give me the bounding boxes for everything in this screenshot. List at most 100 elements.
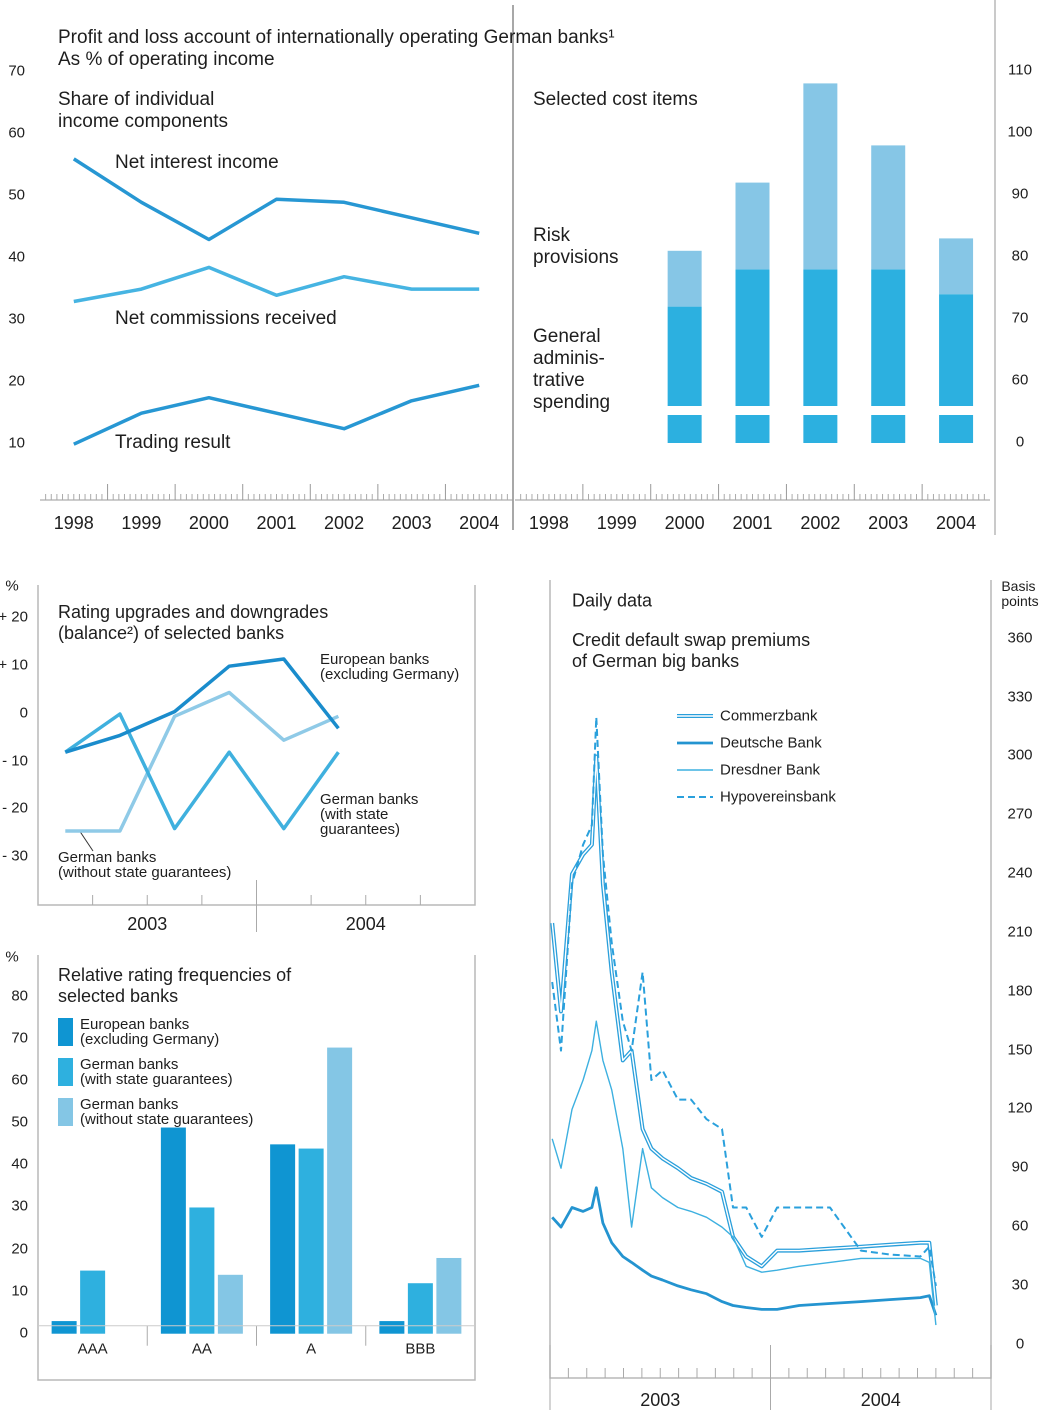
legend-swatch	[58, 1098, 73, 1126]
panel-title: Selected cost items	[533, 89, 698, 110]
chart-title: Profit and loss account of international…	[58, 27, 615, 48]
bar	[270, 1144, 296, 1334]
bar-segment	[871, 145, 906, 270]
legend-label: German banks (with state guarantees)	[80, 1056, 233, 1088]
x-tick-label: 2000	[188, 512, 229, 533]
line	[72, 157, 480, 242]
y-tick-label: 10	[8, 434, 25, 452]
bar	[80, 1270, 106, 1334]
x-tick-label: 2003	[127, 913, 168, 934]
y-tick-label: 20	[8, 372, 25, 390]
y-tick-label: 120	[1007, 1100, 1033, 1118]
x-tick-label: 2000	[664, 512, 705, 533]
series-label: German banks (without state guarantees)	[58, 849, 232, 881]
bar-segment	[803, 269, 838, 443]
y-unit: %	[5, 577, 19, 595]
line-inner	[551, 755, 937, 1306]
y-tick-label: 30	[1011, 1276, 1029, 1294]
y-tick-label: 80	[11, 987, 28, 1005]
line	[64, 712, 340, 831]
y-tick-label: 20	[11, 1240, 28, 1258]
y-tick-label: 30	[8, 310, 25, 328]
bar	[160, 1127, 186, 1334]
y-tick-label: 70	[1011, 309, 1029, 327]
x-tick-label: 2001	[732, 512, 773, 533]
y-tick-label: 60	[8, 124, 25, 142]
y-tick-label: 30	[11, 1198, 28, 1216]
x-tick-label: 2002	[324, 512, 365, 533]
y-tick-label: 180	[1007, 982, 1033, 1000]
line	[64, 657, 340, 754]
x-tick-label: 2002	[800, 512, 841, 533]
line	[73, 265, 480, 304]
line	[73, 383, 480, 446]
y-unit: %	[5, 948, 19, 966]
y-tick-label: 60	[1011, 1217, 1029, 1235]
legend-swatch	[58, 1058, 73, 1086]
y-tick-label: 110	[1008, 61, 1032, 79]
bar	[51, 1321, 77, 1334]
line	[550, 754, 938, 1306]
y-tick-label: 0	[1015, 433, 1025, 451]
series-label: Risk provisions	[533, 225, 619, 268]
y-tick-label: 80	[1011, 247, 1029, 265]
line	[65, 690, 340, 833]
legend-swatch	[58, 1018, 73, 1046]
y-tick-label: - 30	[2, 847, 28, 865]
x-tick-label: A	[306, 1340, 317, 1358]
leader-line	[78, 829, 94, 852]
y-tick-label: 240	[1007, 864, 1033, 882]
y-tick-label: - 20	[2, 800, 28, 818]
y-tick-label: 70	[8, 62, 25, 80]
y-tick-label: - 10	[2, 752, 28, 770]
y-tick-label: 70	[11, 1029, 28, 1047]
y-tick-label: + 20	[0, 609, 28, 627]
y-tick-label: 50	[8, 186, 25, 204]
x-tick-label: 1998	[53, 512, 94, 533]
bar	[379, 1321, 405, 1334]
series-label: Net commissions received	[115, 308, 337, 329]
y-tick-label: 300	[1007, 747, 1033, 765]
legend-label: German banks (without state guarantees)	[80, 1096, 254, 1128]
x-tick-label: 1998	[528, 512, 569, 533]
bar-segment	[939, 238, 974, 295]
y-tick-label: 10	[11, 1282, 28, 1300]
x-tick-label: 2004	[459, 512, 500, 533]
chart-title: Relative rating frequencies of selected …	[58, 965, 292, 1006]
bar-segment	[939, 294, 974, 443]
series-label: General adminis- trative spending	[533, 326, 611, 413]
legend-label: Commerzbank	[720, 707, 818, 725]
legend-label: Hypovereinsbank	[720, 788, 836, 806]
y-tick-label: 150	[1007, 1041, 1033, 1059]
y-tick-label: 40	[8, 248, 25, 266]
x-tick-label: 2001	[256, 512, 297, 533]
legend-label: Deutsche Bank	[720, 734, 822, 752]
bar-segment	[871, 269, 906, 443]
chart-subtitle: As % of operating income	[58, 49, 275, 70]
axis-break	[802, 406, 839, 415]
bar-segment	[667, 250, 702, 307]
bar	[217, 1274, 243, 1334]
chart-subtitle: Daily data	[572, 590, 653, 611]
chart-title: Rating upgrades and downgrades (balance²…	[58, 602, 329, 643]
y-tick-label: 210	[1007, 923, 1033, 941]
bar	[298, 1148, 324, 1334]
x-tick-label: 1999	[596, 512, 637, 533]
series-label: German banks (with state guarantees)	[320, 791, 419, 838]
y-tick-label: 40	[11, 1155, 28, 1173]
y-tick-label: 330	[1007, 688, 1033, 706]
x-tick-label: 2004	[860, 1389, 901, 1410]
legend-label: Dresdner Bank	[720, 761, 821, 779]
line	[551, 716, 937, 1287]
series-label: Net interest income	[115, 152, 279, 173]
y-tick-label: 90	[1011, 185, 1029, 203]
x-tick-label: 2004	[345, 913, 386, 934]
axis-break	[734, 406, 771, 415]
bar-segment	[735, 182, 770, 270]
y-tick-label: 0	[19, 704, 28, 722]
y-tick-label: 60	[11, 1071, 28, 1089]
x-tick-label: AAA	[77, 1340, 108, 1358]
y-tick-label: 60	[1011, 371, 1029, 389]
y-tick-label: + 10	[0, 656, 28, 674]
